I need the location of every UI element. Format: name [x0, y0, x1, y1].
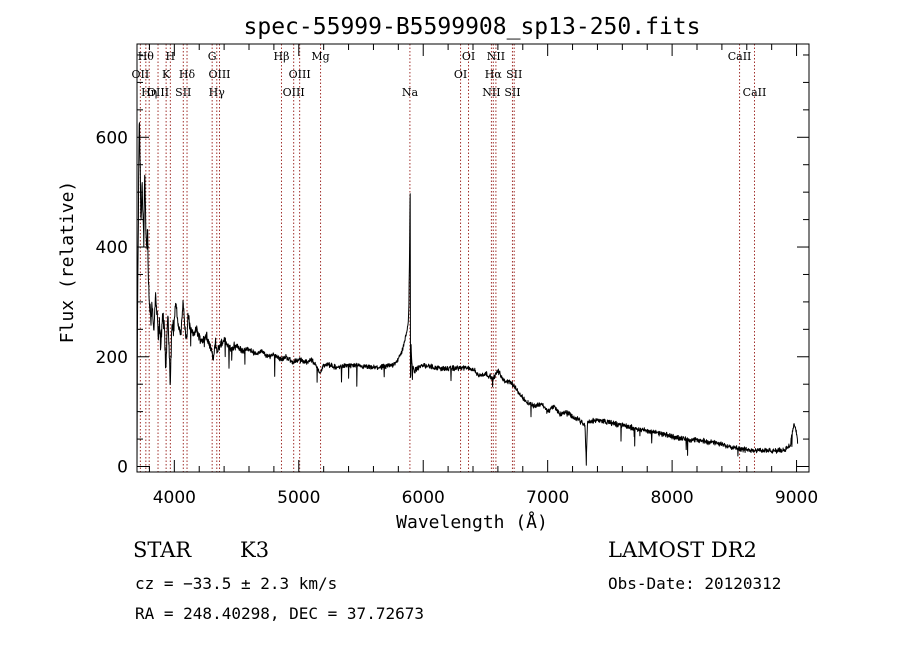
chart-title: spec-55999-B5599908_sp13-250.fits: [244, 14, 701, 40]
line-label-3: OIII: [147, 86, 169, 99]
line-label-21: SII: [504, 86, 520, 99]
line-label-1: Hθ: [138, 50, 155, 63]
survey-name: LAMOST DR2: [608, 538, 757, 562]
line-label-11: Hβ: [274, 50, 290, 63]
emission-line-labels: OIIHθHηOIIIKHSIIHδGHγOIIIHβOIIIOIIIMgNaO…: [132, 50, 767, 99]
line-label-12: OIII: [283, 86, 305, 99]
redshift-value: cz = −33.5 ± 2.3 km/s: [135, 574, 338, 593]
y-axis: 0 200 400 600: [96, 54, 809, 478]
y-tick-label-1: 200: [96, 348, 128, 368]
object-subclass: K3: [240, 538, 270, 562]
line-label-9: Hγ: [209, 86, 226, 99]
line-label-18: NII: [482, 86, 500, 99]
line-label-24: CaII: [743, 86, 767, 99]
y-tick-label-2: 400: [96, 238, 128, 258]
x-tick-label-5: 9000: [775, 488, 818, 508]
emission-line-markers: [139, 44, 755, 472]
line-label-19: Hα: [485, 68, 503, 81]
x-tick-label-0: 4000: [153, 488, 196, 508]
observation-date: Obs-Date: 20120312: [608, 574, 782, 593]
x-axis: 4000 5000 6000 7000 8000 9000: [148, 44, 818, 508]
line-label-13: OIII: [289, 68, 311, 81]
object-class: STAR: [133, 538, 192, 562]
x-tick-label-2: 6000: [402, 488, 445, 508]
line-label-0: OII: [132, 68, 150, 81]
line-label-16: OI: [454, 68, 467, 81]
y-axis-label: Flux (relative): [57, 181, 78, 344]
line-label-7: Hδ: [179, 68, 196, 81]
line-label-10: OIII: [208, 68, 230, 81]
line-label-6: SII: [175, 86, 191, 99]
y-tick-label-3: 600: [96, 128, 128, 148]
line-label-22: SII: [506, 68, 522, 81]
line-label-20: NII: [487, 50, 505, 63]
sky-coordinates: RA = 248.40298, DEC = 37.72673: [135, 604, 424, 623]
line-label-15: Na: [402, 86, 419, 99]
line-label-8: G: [208, 50, 217, 63]
line-label-23: CaII: [728, 50, 752, 63]
line-label-17: OI: [462, 50, 475, 63]
line-label-2: Hη: [141, 86, 157, 99]
line-label-4: K: [162, 68, 171, 81]
x-tick-label-3: 7000: [526, 488, 569, 508]
y-tick-label-0: 0: [117, 458, 128, 478]
plot-frame: [136, 43, 810, 473]
x-tick-label-1: 5000: [277, 488, 320, 508]
line-label-14: Mg: [311, 50, 329, 63]
line-label-5: H: [166, 50, 176, 63]
spectrum-line: [136, 122, 799, 467]
x-axis-label: Wavelength (Å): [396, 511, 548, 533]
x-tick-label-4: 8000: [650, 488, 693, 508]
